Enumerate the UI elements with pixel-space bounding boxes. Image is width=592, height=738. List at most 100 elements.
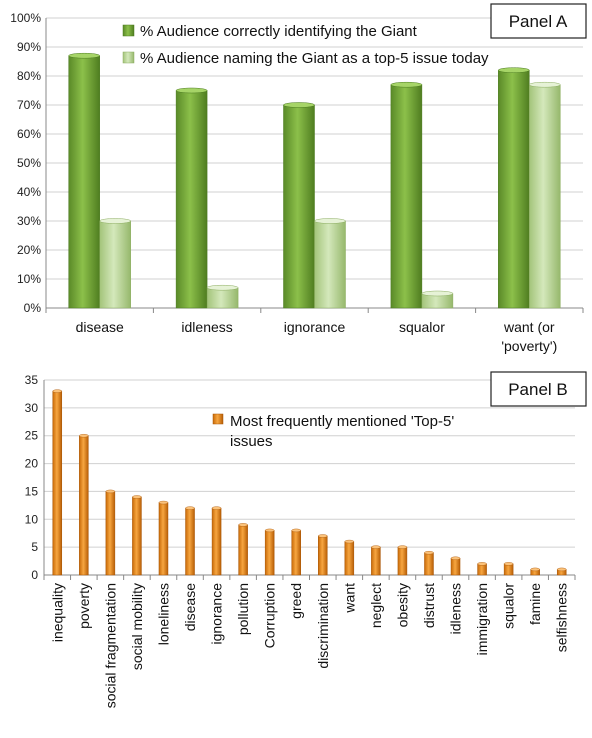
panel-a-label-box: Panel A xyxy=(490,3,587,39)
category-label: discrimination xyxy=(315,583,331,669)
y-tick-label: 10% xyxy=(17,272,41,286)
svg-text:issues: issues xyxy=(230,433,273,450)
bar-cap xyxy=(132,495,142,499)
bar-top5-0 xyxy=(99,220,131,309)
bar-cap xyxy=(557,567,567,572)
bar-correct-0 xyxy=(68,55,100,309)
bar-cap xyxy=(503,562,514,566)
bar-cap xyxy=(371,545,381,549)
y-tick-label: 60% xyxy=(17,127,41,141)
category-label: social fragmentation xyxy=(102,583,118,708)
category-label: disease xyxy=(76,319,124,335)
bar-cap xyxy=(52,389,62,393)
bar-cap xyxy=(264,528,275,533)
category-label: distrust xyxy=(421,583,437,628)
bar-cap xyxy=(238,523,248,527)
category-label: want xyxy=(341,583,357,614)
bar-8 xyxy=(264,530,275,576)
category-label: idleness xyxy=(181,319,232,335)
category-label: ignorance xyxy=(284,319,346,335)
y-tick-label: 50% xyxy=(17,156,41,170)
legend-label-top5: % Audience naming the Giant as a top-5 i… xyxy=(140,50,489,67)
y-tick-label: 90% xyxy=(17,40,41,54)
bar-cap xyxy=(175,87,208,94)
category-label: inequality xyxy=(49,583,65,642)
bar-13 xyxy=(397,546,408,576)
y-tick-label: 30% xyxy=(17,214,41,228)
category-label: ignorance xyxy=(209,583,225,645)
bar-cap xyxy=(206,284,239,291)
bar-cap xyxy=(424,551,434,555)
category-label: want (or xyxy=(503,319,555,335)
y-tick-label: 20% xyxy=(17,243,41,257)
bar-9 xyxy=(291,530,301,576)
bar-cap xyxy=(344,539,355,544)
bar-cap xyxy=(530,567,540,572)
bar-cap xyxy=(390,81,423,88)
bar-correct-1 xyxy=(175,90,208,309)
panel-b-label: Panel B xyxy=(508,380,568,399)
bar-12 xyxy=(371,546,381,576)
y-tick-label: 15 xyxy=(25,484,39,498)
bar-cap xyxy=(79,434,89,438)
category-label: greed xyxy=(288,583,304,619)
legend-label-line-1: Most frequently mentioned 'Top-5' xyxy=(230,413,454,430)
bar-2 xyxy=(105,491,116,576)
y-tick-label: 0 xyxy=(31,568,38,582)
category-label: pollution xyxy=(235,583,251,635)
bar-correct-2 xyxy=(283,104,315,309)
category-label: famine xyxy=(527,583,543,625)
bar-3 xyxy=(132,496,142,576)
bar-cap xyxy=(99,218,131,224)
bar-cap xyxy=(283,102,315,108)
category-label: idleness xyxy=(448,583,464,634)
bar-correct-4 xyxy=(498,69,530,309)
bar-cap xyxy=(318,534,328,538)
bar-14 xyxy=(424,552,434,576)
bar-5 xyxy=(185,507,195,576)
bar-15 xyxy=(450,558,461,576)
legend-swatch-top5 xyxy=(122,51,135,64)
legend-swatch-correct xyxy=(122,24,135,37)
category-label: social mobility xyxy=(129,583,145,670)
bar-0 xyxy=(52,390,63,576)
y-tick-label: 10 xyxy=(25,512,39,526)
bar-cap xyxy=(529,81,561,88)
legend-label-correct: % Audience correctly identifying the Gia… xyxy=(140,23,418,40)
category-label: selfishness xyxy=(554,583,570,652)
panel-b-chart: 0 5 10 15 20 25 30 35 inequality poverty social f… xyxy=(25,371,587,708)
bar-cap xyxy=(185,506,195,510)
bar-cap xyxy=(68,52,100,59)
category-label: 'poverty') xyxy=(501,338,557,354)
y-tick-label: 100% xyxy=(10,11,41,25)
category-label: poverty xyxy=(76,583,92,629)
bar-6 xyxy=(211,507,222,576)
bar-cap xyxy=(450,556,461,560)
bar-top5-4 xyxy=(529,84,561,309)
category-label: neglect xyxy=(368,583,384,628)
bar-4 xyxy=(158,502,169,576)
bar-cap xyxy=(211,506,222,510)
category-label: squalor xyxy=(399,319,445,335)
bar-cap xyxy=(477,562,487,566)
panel-b-label-box: Panel B xyxy=(490,371,587,407)
bar-correct-3 xyxy=(390,84,423,309)
y-tick-label: 25 xyxy=(25,429,39,443)
bar-11 xyxy=(344,541,355,576)
y-tick-label: 20 xyxy=(25,457,39,471)
panel-a-chart: 0% 10% 20% 30% 40% 50% 60% 70% 80% 90% 100% diseas… xyxy=(10,3,587,354)
category-label: immigration xyxy=(474,583,490,655)
y-tick-label: 35 xyxy=(25,373,39,387)
bar-cap xyxy=(421,290,454,297)
bar-cap xyxy=(291,528,301,533)
bar-10 xyxy=(318,535,328,576)
legend-swatch-top5-issues xyxy=(212,413,224,425)
panel-a-label: Panel A xyxy=(509,12,568,31)
bar-top5-2 xyxy=(314,220,346,309)
legend: Most frequently mentioned 'Top-5' issues xyxy=(212,413,454,450)
bar-cap xyxy=(314,218,346,224)
bar-cap xyxy=(498,67,530,73)
bar-7 xyxy=(238,524,248,576)
svg-text:Most frequently mentioned 'Top: Most frequently mentioned 'Top-5' xyxy=(230,413,454,430)
category-label: squalor xyxy=(501,583,517,629)
